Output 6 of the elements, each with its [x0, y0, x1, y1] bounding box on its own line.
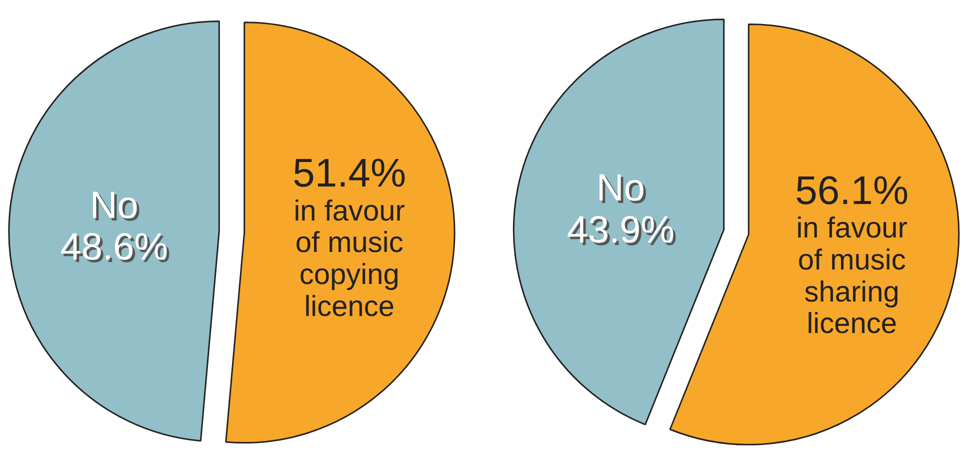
slice-label: in favour of music copying licence	[294, 195, 406, 323]
data-label: 48.6%	[62, 229, 171, 272]
data-label: 51.4%	[292, 151, 406, 196]
slice-label: in favour of music sharing licence	[796, 212, 908, 340]
data-label: 56.1%	[795, 168, 909, 213]
data-label: 43.9%	[569, 212, 678, 254]
